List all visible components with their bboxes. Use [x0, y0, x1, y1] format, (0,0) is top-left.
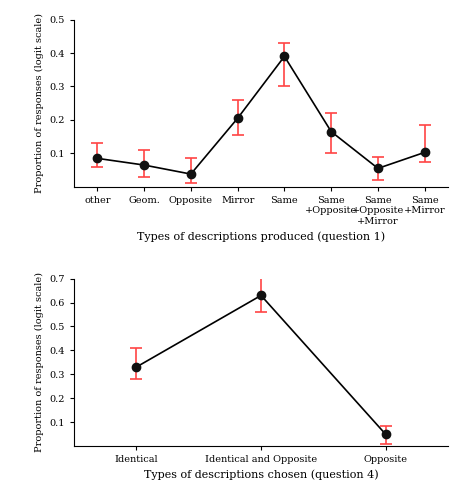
- X-axis label: Types of descriptions produced (question 1): Types of descriptions produced (question…: [137, 231, 385, 242]
- Y-axis label: Proportion of responses (logit scale): Proportion of responses (logit scale): [35, 272, 44, 452]
- Y-axis label: Proportion of responses (logit scale): Proportion of responses (logit scale): [35, 13, 44, 193]
- X-axis label: Types of descriptions chosen (question 4): Types of descriptions chosen (question 4…: [144, 469, 378, 480]
